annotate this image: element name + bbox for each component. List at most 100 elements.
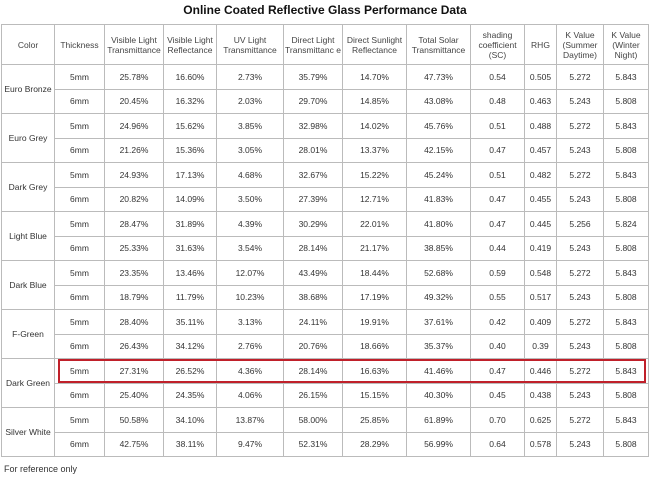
table-row: Dark Grey 5mm 24.93% 17.13% 4.68% 32.67% 15.22…: [1, 162, 649, 212]
cell: 18.79%: [104, 284, 164, 310]
color-cell: Dark Grey: [1, 162, 55, 212]
cell: 19.91%: [342, 309, 407, 335]
performance-table: Color Thickness Visible Light Transmittanc…: [1, 24, 649, 457]
cell: 25.40%: [104, 382, 164, 408]
cell: 5.272: [556, 407, 604, 433]
header-cell: K Value (Winter Night): [603, 24, 649, 65]
cell: 21.17%: [342, 235, 407, 261]
header-cell: shading coefficient (SC): [470, 24, 525, 65]
cell: 0.463: [524, 88, 557, 114]
cell: 0.455: [524, 186, 557, 212]
header-cell: Direct Sunlight Reflectance: [342, 24, 407, 65]
cell: 13.46%: [163, 260, 217, 286]
cell: 43.49%: [283, 260, 343, 286]
cell: 34.10%: [163, 407, 217, 433]
cell: 18.44%: [342, 260, 407, 286]
cell: 0.55: [470, 284, 525, 310]
header-cell: Visible Light Transmittance: [104, 24, 164, 65]
cell: 41.83%: [406, 186, 471, 212]
table-row: 6mm 18.79% 11.79% 10.23% 38.68% 17.19% 49.32% 0…: [2, 284, 649, 310]
cell: 17.19%: [342, 284, 407, 310]
cell: 0.44: [470, 235, 525, 261]
cell: 3.50%: [216, 186, 284, 212]
cell: 3.54%: [216, 235, 284, 261]
cell: 0.47: [470, 358, 525, 384]
cell: 3.13%: [216, 309, 284, 335]
cell: 0.457: [524, 137, 557, 163]
cell: 45.76%: [406, 113, 471, 139]
cell: 15.22%: [342, 162, 407, 188]
cell: 30.29%: [283, 211, 343, 237]
cell: 26.52%: [163, 358, 217, 384]
cell: 14.70%: [342, 64, 407, 90]
cell: 12.07%: [216, 260, 284, 286]
cell: 26.43%: [104, 333, 164, 359]
cell: 40.30%: [406, 382, 471, 408]
cell: 0.40: [470, 333, 525, 359]
cell: 6mm: [54, 88, 105, 114]
cell: 0.48: [470, 88, 525, 114]
cell: 5.243: [556, 431, 604, 457]
cell: 45.24%: [406, 162, 471, 188]
table-row: 6mm 20.82% 14.09% 3.50% 27.39% 12.71% 41.83% 0.…: [2, 186, 649, 212]
cell: 32.67%: [283, 162, 343, 188]
cell: 4.06%: [216, 382, 284, 408]
cell: 5.808: [603, 284, 649, 310]
cell: 0.445: [524, 211, 557, 237]
cell: 6mm: [54, 333, 105, 359]
cell: 3.05%: [216, 137, 284, 163]
table-row: 6mm 25.33% 31.63% 3.54% 28.14% 21.17% 38.85% 0.…: [2, 235, 649, 261]
cell: 27.31%: [104, 358, 164, 384]
cell: 5mm: [54, 64, 105, 90]
color-cell: Dark Green: [1, 358, 55, 408]
cell: 5.843: [603, 162, 649, 188]
table-row: 6mm 26.43% 34.12% 2.76% 20.76% 18.66% 35.37% 0.…: [2, 333, 649, 359]
cell: 5.272: [556, 358, 604, 384]
cell: 24.35%: [163, 382, 217, 408]
cell: 0.482: [524, 162, 557, 188]
cell: 5.824: [603, 211, 649, 237]
cell: 29.70%: [283, 88, 343, 114]
cell: 25.33%: [104, 235, 164, 261]
cell: 6mm: [54, 137, 105, 163]
color-cell: Light Blue: [1, 211, 55, 261]
cell: 2.73%: [216, 64, 284, 90]
cell: 0.517: [524, 284, 557, 310]
cell: 41.46%: [406, 358, 471, 384]
cell: 5.256: [556, 211, 604, 237]
cell: 5.808: [603, 431, 649, 457]
cell: 0.548: [524, 260, 557, 286]
cell: 5.843: [603, 260, 649, 286]
table-row: Euro Grey 5mm 24.96% 15.62% 3.85% 32.98% 14.02…: [1, 113, 649, 163]
header-cell: Direct Light Transmittanc e: [283, 24, 343, 65]
cell: 5.243: [556, 235, 604, 261]
cell: 38.85%: [406, 235, 471, 261]
cell: 4.36%: [216, 358, 284, 384]
cell: 5.808: [603, 382, 649, 408]
cell: 2.76%: [216, 333, 284, 359]
cell: 13.37%: [342, 137, 407, 163]
header-cell: UV Light Transmittance: [216, 24, 284, 65]
cell: 20.45%: [104, 88, 164, 114]
cell: 21.26%: [104, 137, 164, 163]
cell: 0.39: [524, 333, 557, 359]
cell: 5.243: [556, 137, 604, 163]
table-row: Euro Bronze 5mm 25.78% 16.60% 2.73% 35.79% 14.…: [1, 64, 649, 114]
cell: 3.85%: [216, 113, 284, 139]
cell: 15.36%: [163, 137, 217, 163]
cell: 5.243: [556, 382, 604, 408]
cell: 37.61%: [406, 309, 471, 335]
header-cell: Thickness: [54, 24, 105, 65]
color-cell: Silver White: [1, 407, 55, 457]
cell: 0.446: [524, 358, 557, 384]
cell: 10.23%: [216, 284, 284, 310]
cell: 0.70: [470, 407, 525, 433]
table-row: 6mm 20.45% 16.32% 2.03% 29.70% 14.85% 43.08% 0.…: [2, 88, 649, 114]
cell: 16.63%: [342, 358, 407, 384]
cell: 42.15%: [406, 137, 471, 163]
table-row: Dark Green 5mm 27.31% 26.52% 4.36% 28.14% 16.6…: [1, 358, 649, 408]
header-cell: RHG: [524, 24, 557, 65]
cell: 6mm: [54, 382, 105, 408]
cell: 35.79%: [283, 64, 343, 90]
